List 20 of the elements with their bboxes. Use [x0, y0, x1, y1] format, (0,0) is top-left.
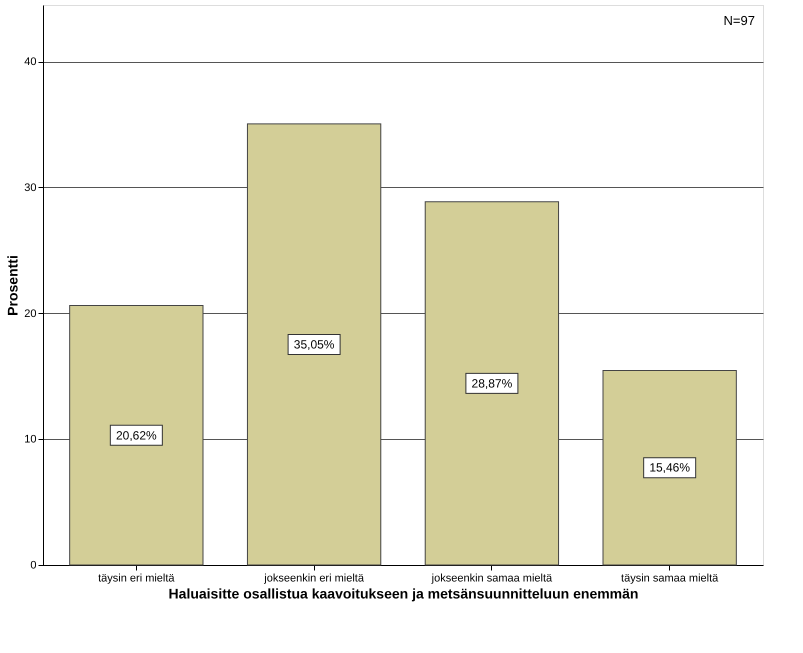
y-tick-label: 30	[24, 182, 36, 194]
bar	[246, 123, 382, 566]
y-tick-label: 0	[30, 560, 36, 572]
x-tick-label: jokseenkin eri mieltä	[263, 572, 365, 584]
y-tick-label: 40	[24, 56, 36, 68]
y-tick-label: 20	[24, 308, 36, 320]
bar	[602, 370, 737, 566]
bar	[69, 305, 204, 566]
data-label: 28,87%	[472, 376, 513, 390]
x-tick-label: jokseenkin samaa mieltä	[430, 572, 553, 584]
data-label: 20,62%	[116, 428, 158, 442]
y-axis-title: Prosentti	[4, 255, 20, 316]
x-tick-label: täysin samaa mieltä	[621, 572, 720, 584]
annotation: N=97	[724, 13, 755, 28]
bar	[424, 201, 560, 566]
x-tick-label: täysin eri mieltä	[98, 572, 176, 584]
x-axis-title: Haluaisitte osallistua kaavoitukseen ja metsänsuunnitteluun enemmän	[168, 586, 638, 602]
data-label: 15,46%	[649, 460, 690, 475]
data-label: 35,05%	[294, 337, 335, 352]
y-tick-label: 10	[24, 434, 36, 446]
